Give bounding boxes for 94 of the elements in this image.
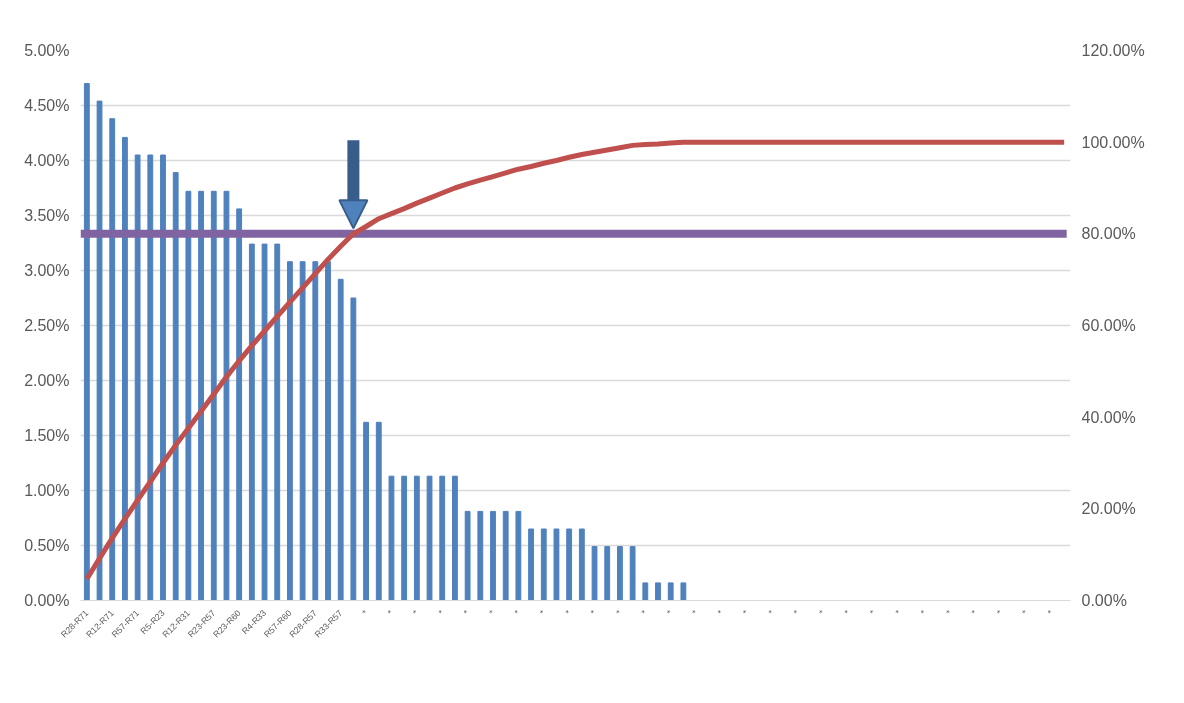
x-tick-label: * [791, 607, 802, 618]
bar [401, 475, 408, 601]
y-tick-label: 1.50% [24, 427, 70, 444]
y2-tick-label: 60.00% [1081, 317, 1136, 334]
bar [185, 190, 192, 601]
y-tick-label: 0.50% [24, 537, 70, 554]
bar [223, 190, 230, 601]
y2-tick-label: 20.00% [1081, 500, 1136, 518]
y-tick-label: 3.50% [24, 207, 70, 224]
bar [388, 475, 395, 601]
bar [287, 261, 293, 601]
x-tick-label: * [436, 607, 447, 618]
y-tick-label: 4.50% [24, 97, 70, 114]
bar [375, 421, 382, 601]
bar [198, 190, 204, 601]
x-tick-label: * [588, 607, 599, 618]
x-tick-label: * [360, 607, 371, 618]
bar [236, 208, 243, 601]
x-tick-label: * [563, 607, 574, 618]
x-tick-label: * [740, 607, 751, 618]
bar [160, 154, 166, 601]
bar [299, 261, 306, 601]
bar [528, 528, 534, 601]
x-tick-label: * [817, 607, 827, 618]
bar [363, 421, 369, 601]
x-tick-label: * [1020, 607, 1031, 618]
y-tick-label: 5.00% [24, 42, 70, 59]
bar [439, 475, 446, 601]
bar [578, 528, 585, 601]
bar [274, 243, 281, 601]
x-tick-label: * [944, 607, 954, 618]
x-tick-label: * [512, 607, 523, 618]
x-tick-label: * [461, 607, 472, 618]
y-tick-label: 1.00% [24, 482, 70, 499]
x-tick-label: * [766, 607, 777, 618]
y-tick-label: 3.00% [24, 262, 70, 279]
bar [426, 475, 433, 601]
x-tick-label: * [994, 607, 1005, 618]
x-tick-label: * [1045, 607, 1056, 618]
bar [83, 83, 90, 601]
x-tick-label: * [487, 607, 497, 618]
bar [122, 136, 128, 601]
x-tick-label: * [969, 607, 980, 618]
x-tick-label: * [537, 607, 548, 618]
bar [96, 100, 103, 601]
bar [540, 528, 547, 601]
x-tick-label: * [893, 607, 904, 618]
y2-tick-label: 0.00% [1081, 592, 1127, 609]
y2-tick-label: 40.00% [1081, 408, 1136, 426]
bar [515, 510, 522, 601]
x-tick-label: * [385, 607, 396, 618]
bar [452, 475, 458, 601]
bar [680, 582, 687, 601]
bar [667, 582, 674, 601]
bar [147, 154, 154, 601]
x-tick-label: * [410, 607, 421, 618]
x-tick-label: * [690, 607, 701, 618]
bar [210, 190, 217, 601]
bar [477, 510, 484, 601]
x-tick-label: * [614, 607, 624, 618]
bar [325, 261, 331, 601]
bar [337, 278, 344, 601]
y-tick-label: 0.00% [24, 592, 70, 609]
bar [553, 528, 560, 601]
x-tick-label: * [664, 607, 675, 618]
y-tick-label: 4.00% [24, 152, 70, 169]
bar [566, 528, 573, 601]
bar [655, 582, 661, 601]
bar [413, 475, 420, 601]
x-tick-label: * [918, 607, 929, 618]
bar [591, 546, 598, 601]
x-tick-label: * [842, 607, 853, 618]
bar [502, 510, 509, 601]
bar [490, 510, 496, 601]
y-tick-label: 2.50% [24, 317, 70, 334]
bar [604, 546, 611, 601]
bar [109, 118, 116, 601]
y2-tick-label: 100.00% [1081, 133, 1145, 151]
bar [464, 510, 471, 601]
bar [134, 154, 141, 601]
bar [312, 261, 319, 601]
bar [629, 546, 636, 601]
bar [617, 546, 623, 601]
y-tick-label: 2.00% [24, 372, 70, 389]
y2-tick-label: 120.00% [1081, 42, 1145, 59]
bar [172, 172, 179, 601]
bar [248, 243, 255, 601]
bar [261, 243, 268, 601]
bar [642, 582, 649, 601]
bar [350, 297, 357, 601]
y2-tick-label: 80.00% [1081, 225, 1136, 243]
x-tick-label: * [715, 607, 726, 618]
x-tick-label: * [867, 607, 878, 618]
x-tick-label: * [639, 607, 650, 618]
